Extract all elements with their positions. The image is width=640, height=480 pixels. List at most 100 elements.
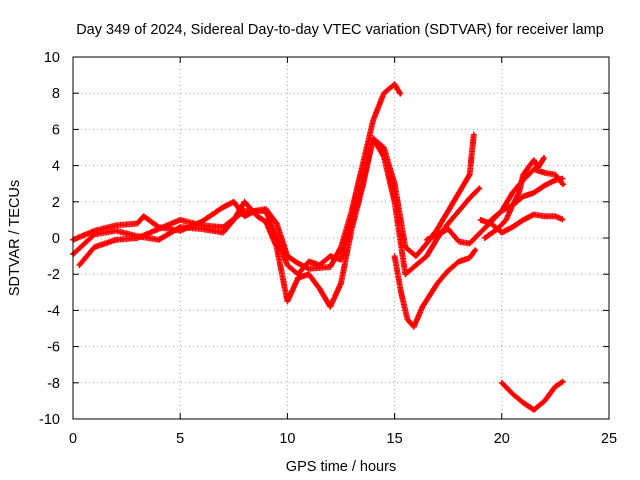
x-tick-label: 20 <box>494 431 510 447</box>
data-point <box>511 204 514 207</box>
data-point <box>421 305 424 308</box>
data-point <box>179 219 181 221</box>
data-point <box>286 300 289 303</box>
data-point <box>468 242 471 245</box>
data-point <box>350 222 353 225</box>
data-point <box>447 228 450 230</box>
data-point <box>501 210 503 212</box>
data-point <box>522 401 525 404</box>
data-point <box>115 229 117 232</box>
data-point <box>522 173 525 176</box>
data-point <box>406 318 409 321</box>
y-tick-label: 4 <box>52 159 60 175</box>
data-point <box>393 83 396 85</box>
data-point <box>543 215 546 218</box>
data-point <box>543 155 546 158</box>
data-point <box>222 206 224 209</box>
data-point <box>222 226 224 228</box>
data-point <box>308 260 310 263</box>
data-point <box>554 179 557 181</box>
data-point <box>256 215 259 218</box>
data-point <box>93 246 96 248</box>
x-tick-label: 10 <box>279 431 295 447</box>
data-point <box>243 215 246 218</box>
data-point <box>93 233 96 236</box>
data-point <box>436 282 439 285</box>
data-point <box>361 164 364 167</box>
data-point <box>533 159 535 161</box>
data-point <box>179 226 181 228</box>
data-point <box>496 228 499 230</box>
data-point <box>383 92 385 94</box>
data-point <box>329 266 332 268</box>
data-point <box>563 184 565 187</box>
data-point <box>200 224 203 227</box>
data-point <box>554 385 557 388</box>
data-point <box>179 229 181 232</box>
data-point <box>458 240 460 243</box>
data-point <box>533 213 535 216</box>
data-point <box>383 146 385 149</box>
data-point <box>265 210 267 212</box>
data-point <box>136 237 139 239</box>
data-point <box>490 219 492 221</box>
series-trace-1 <box>70 81 404 272</box>
data-point <box>511 392 514 395</box>
data-point <box>436 237 439 239</box>
data-point <box>479 231 482 234</box>
data-point <box>372 137 374 140</box>
data-point <box>537 166 540 169</box>
data-point <box>286 255 289 257</box>
series-trace-4 <box>391 247 479 330</box>
data-point <box>297 262 299 265</box>
data-point <box>308 267 310 270</box>
data-point <box>404 246 407 248</box>
data-point <box>468 173 471 176</box>
data-point <box>318 264 321 266</box>
x-tick-label: 0 <box>69 431 77 447</box>
series-trace-6 <box>477 211 566 236</box>
data-point <box>563 219 565 221</box>
data-point <box>93 229 96 232</box>
data-point <box>458 260 460 263</box>
data-point <box>286 264 289 266</box>
data-point <box>383 155 385 158</box>
x-tick-label: 5 <box>176 431 184 447</box>
data-point <box>308 273 310 276</box>
data-point <box>340 258 342 261</box>
data-point <box>340 282 342 285</box>
data-point <box>115 239 117 241</box>
data-point <box>115 224 117 227</box>
data-point <box>479 186 482 189</box>
y-tick-label: -2 <box>47 267 60 283</box>
y-tick-label: 8 <box>52 86 60 102</box>
data-point <box>554 173 557 176</box>
data-point <box>447 269 450 272</box>
series-trace-9 <box>498 378 566 413</box>
data-point <box>436 228 439 230</box>
data-point <box>468 197 471 199</box>
data-point <box>447 222 450 225</box>
y-tick-label: -4 <box>47 303 60 319</box>
data-point <box>543 184 546 187</box>
data-point <box>200 220 203 223</box>
y-tick-label: -6 <box>47 340 60 356</box>
data-point <box>297 273 299 276</box>
series-markers <box>423 175 566 247</box>
data-point <box>511 191 514 194</box>
data-point <box>393 255 396 257</box>
series-trace-3 <box>76 135 483 278</box>
data-point <box>243 201 246 203</box>
data-point <box>505 219 507 221</box>
data-point <box>142 215 145 218</box>
series-trace-5 <box>423 175 566 247</box>
data-point <box>415 264 417 266</box>
y-tick-label: 6 <box>52 122 60 138</box>
data-point <box>136 222 139 225</box>
data-point <box>543 400 546 402</box>
y-axis-label: SDTVAR / TECUs <box>7 180 23 296</box>
data-point <box>200 228 203 230</box>
data-point <box>511 226 514 228</box>
y-tick-label: 2 <box>52 195 60 211</box>
